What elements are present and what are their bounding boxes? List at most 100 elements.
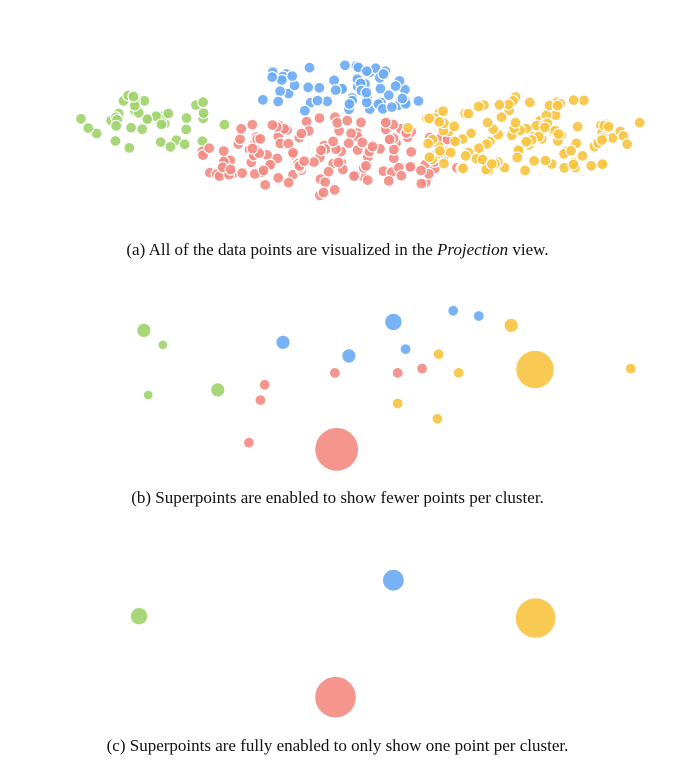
data-point-orange <box>444 146 457 159</box>
data-point-green <box>109 119 123 133</box>
data-point-red <box>404 160 417 174</box>
data-point-blue <box>360 86 373 99</box>
data-point-orange <box>633 116 646 129</box>
data-point-red <box>282 176 295 189</box>
data-point-orange <box>551 99 564 112</box>
data-point-orange <box>485 157 498 171</box>
superpoint-red <box>328 366 341 380</box>
data-point-blue <box>360 65 373 78</box>
data-point-orange <box>481 116 494 129</box>
superpoints-panel-c <box>0 555 675 735</box>
data-point-orange <box>465 127 478 140</box>
projection-panel-a <box>0 45 675 225</box>
superpoint-green <box>129 606 149 626</box>
superpoint-orange <box>432 348 445 361</box>
data-point-green <box>218 118 231 131</box>
data-point-red <box>379 116 392 129</box>
superpoint-red <box>391 366 404 380</box>
data-point-blue <box>274 85 287 98</box>
data-point-orange <box>585 159 598 172</box>
data-point-orange <box>495 110 508 124</box>
data-point-blue <box>266 70 279 84</box>
data-point-red <box>295 127 308 140</box>
data-point-red <box>359 159 373 173</box>
data-point-red <box>217 144 230 158</box>
data-point-blue <box>311 94 324 107</box>
data-point-orange <box>577 94 591 107</box>
data-point-blue <box>385 100 398 114</box>
data-point-green <box>197 96 210 109</box>
data-point-blue <box>272 95 285 108</box>
data-point-green <box>82 121 95 135</box>
superpoint-orange <box>624 362 637 375</box>
data-point-red <box>366 140 379 153</box>
data-point-blue <box>343 97 356 111</box>
data-point-green <box>197 106 210 120</box>
data-point-green <box>136 122 149 136</box>
data-point-red <box>361 174 374 187</box>
superpoint-blue <box>384 312 403 332</box>
scatter-plot-superpoints-partial <box>136 304 637 472</box>
superpoint-green <box>157 339 169 351</box>
data-point-orange <box>567 93 580 107</box>
data-point-green <box>125 121 138 134</box>
data-point-green <box>178 138 191 151</box>
data-point-orange <box>527 154 541 168</box>
data-point-green <box>141 112 154 126</box>
data-point-orange <box>423 150 436 164</box>
data-point-red <box>246 118 259 131</box>
superpoint-orange <box>431 412 444 425</box>
data-point-orange <box>595 133 609 147</box>
superpoint-green <box>136 322 152 339</box>
data-point-orange <box>459 149 472 163</box>
data-point-green <box>123 141 136 155</box>
data-point-orange <box>472 100 485 113</box>
caption-c: (c) Superpoints are fully enabled to onl… <box>106 736 569 755</box>
superpoint-orange <box>452 366 465 380</box>
data-point-orange <box>602 120 615 133</box>
data-point-red <box>395 169 408 182</box>
data-point-blue <box>286 70 299 83</box>
data-point-orange <box>576 149 589 163</box>
data-point-orange <box>472 142 486 155</box>
data-point-blue <box>303 61 316 74</box>
caption-a-prefix: (a) All of the data points are visualize… <box>126 240 438 259</box>
data-point-blue <box>298 104 311 117</box>
data-point-orange <box>511 151 524 164</box>
data-point-blue <box>389 80 402 93</box>
data-point-red <box>342 137 355 150</box>
data-point-green <box>155 118 168 131</box>
superpoint-red <box>416 362 429 375</box>
data-point-red <box>356 136 369 149</box>
superpoint-blue <box>399 342 412 356</box>
superpoint-red <box>242 436 255 449</box>
data-point-red <box>332 156 345 169</box>
data-point-orange <box>621 138 634 151</box>
data-point-red <box>319 176 332 189</box>
data-point-green <box>109 134 122 148</box>
superpoint-blue <box>447 304 460 317</box>
data-point-red <box>236 167 249 180</box>
data-point-orange <box>423 112 436 125</box>
data-point-blue <box>374 82 387 95</box>
data-point-red <box>387 143 400 156</box>
data-point-red <box>259 178 272 191</box>
data-point-orange <box>523 96 537 109</box>
data-point-red <box>257 164 270 177</box>
data-point-green <box>180 123 193 136</box>
data-point-orange <box>567 158 580 171</box>
data-point-red <box>345 127 358 140</box>
data-point-red <box>246 142 259 155</box>
data-point-red <box>254 132 267 146</box>
superpoints-panel-b <box>0 304 675 480</box>
data-point-orange <box>433 115 446 128</box>
data-point-blue <box>302 81 315 94</box>
superpoint-orange <box>391 397 404 410</box>
data-point-red <box>328 183 341 196</box>
data-point-orange <box>564 144 578 157</box>
data-point-red <box>266 118 279 132</box>
caption-b: (b) Superpoints are enabled to show fewe… <box>131 488 544 507</box>
data-point-red <box>298 154 311 168</box>
superpoint-blue <box>472 309 485 323</box>
superpoint-orange <box>503 317 519 334</box>
